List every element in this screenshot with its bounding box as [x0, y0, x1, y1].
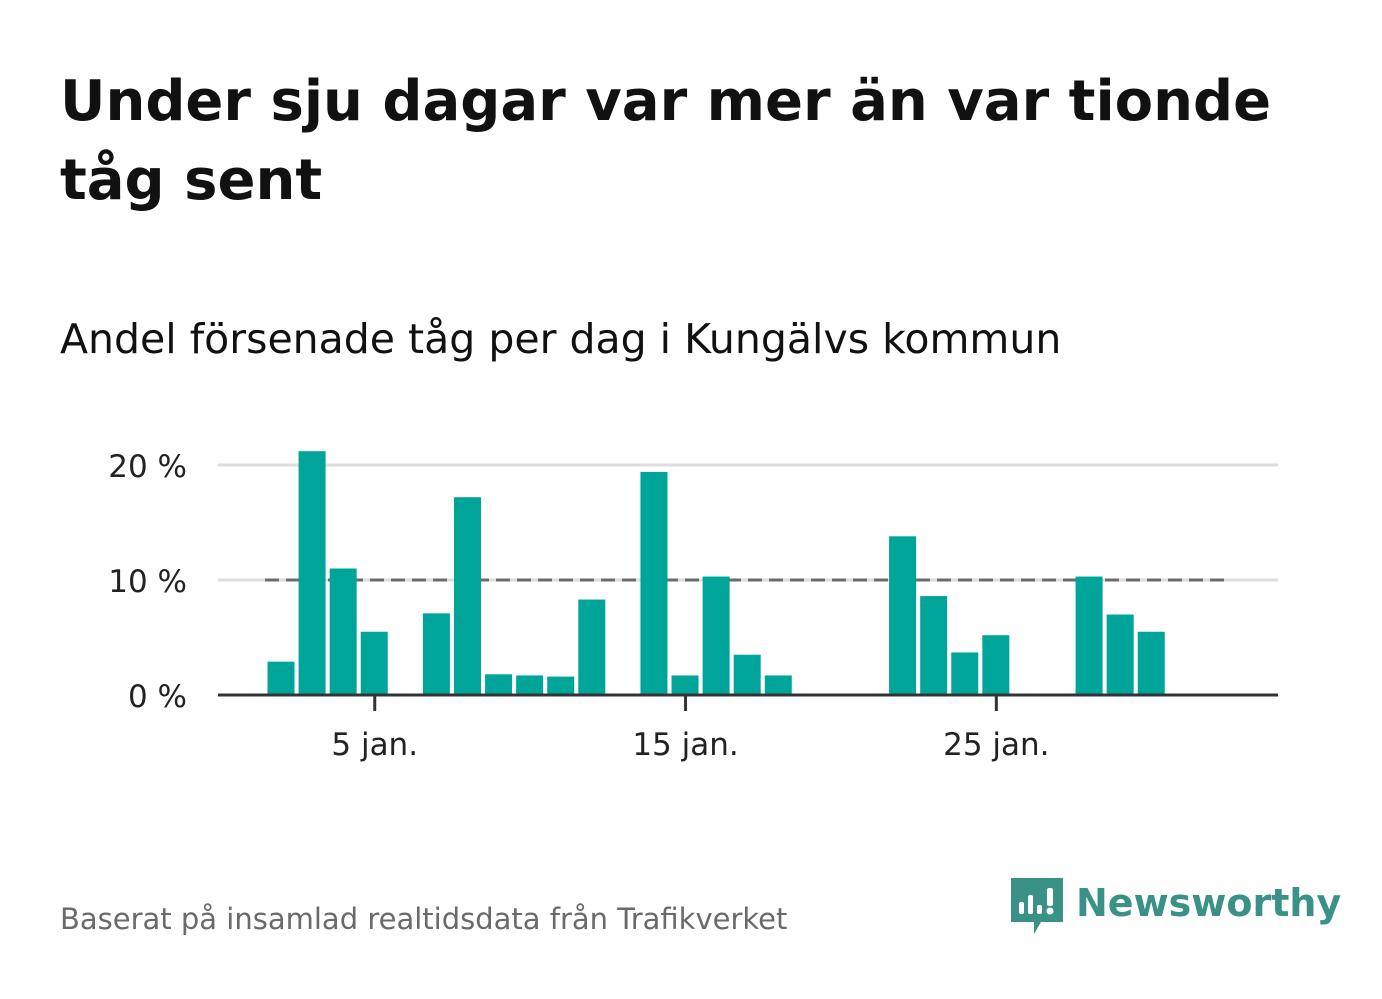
bar — [671, 675, 699, 695]
bars — [267, 451, 1165, 695]
bar — [422, 613, 450, 695]
x-tick-label: 5 jan. — [331, 727, 418, 763]
gridlines — [218, 463, 1278, 582]
bar — [920, 596, 948, 695]
source-note: Baserat på insamlad realtidsdata från Tr… — [60, 902, 788, 936]
bar — [1137, 631, 1165, 695]
x-tick-label: 15 jan. — [632, 727, 738, 763]
bar — [640, 471, 668, 695]
y-tick-label: 0 % — [128, 679, 187, 715]
bar — [485, 674, 513, 695]
brand-name: Newsworthy — [1076, 881, 1342, 925]
bar — [516, 675, 544, 695]
brand-logo: Newsworthy — [1011, 878, 1341, 940]
bar — [951, 652, 979, 695]
bar — [1075, 576, 1103, 695]
x-tick-label: 25 jan. — [943, 727, 1049, 763]
bar — [764, 675, 792, 695]
bar — [329, 568, 357, 695]
y-tick-label: 20 % — [108, 449, 187, 485]
bar — [733, 654, 761, 695]
bar — [1106, 614, 1134, 695]
y-tick-label: 10 % — [108, 564, 187, 600]
bar — [982, 635, 1010, 695]
axes: 0 % 10 % 20 % 5 jan. 15 jan. 25 jan. — [108, 449, 1278, 763]
bar — [298, 451, 326, 695]
bar — [889, 536, 917, 695]
bar — [360, 631, 388, 695]
bar — [578, 599, 606, 695]
newsworthy-logo-icon — [1011, 878, 1063, 934]
bar — [702, 576, 730, 695]
chart-title: Under sju dagar var mer än var tionde tå… — [60, 69, 1272, 213]
chart-subtitle: Andel försenade tåg per dag i Kungälvs k… — [60, 315, 1062, 363]
bar — [267, 661, 295, 695]
bar — [453, 497, 481, 695]
bar — [547, 676, 575, 695]
